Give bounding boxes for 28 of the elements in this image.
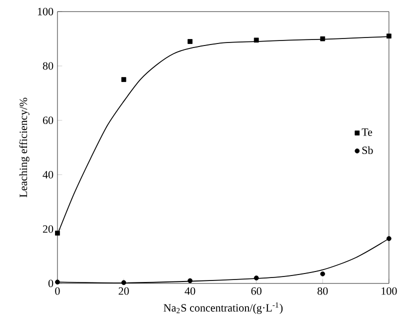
legend-label: Te <box>362 128 372 136</box>
point <box>386 34 392 38</box>
point <box>55 230 60 236</box>
x-tick-label: 0 <box>55 287 60 295</box>
legend-label: Sb <box>362 146 373 154</box>
point <box>254 275 259 280</box>
x-tick-label: 60 <box>251 287 262 295</box>
x-axis-title: Na$_{2}$S concentration/(g·L$^{-1}$) <box>164 302 283 314</box>
y-tick-label: 20 <box>42 225 54 233</box>
x-tick-label: 20 <box>118 287 129 295</box>
y-axis-title: Leaching efficiency/% <box>19 98 30 198</box>
y-tick-label: 100 <box>38 8 54 16</box>
point <box>320 36 326 42</box>
point <box>320 271 326 276</box>
point <box>188 278 192 284</box>
y-tick-label: 40 <box>42 170 54 178</box>
y-tick-label: 80 <box>42 62 54 70</box>
point <box>121 280 126 285</box>
y-tick-label: 0 <box>48 280 54 288</box>
point <box>188 38 192 44</box>
x-tick-label: 100 <box>382 287 397 295</box>
point <box>121 77 126 82</box>
x-tick-label: 80 <box>318 287 328 295</box>
point <box>254 38 259 42</box>
point <box>55 280 60 284</box>
y-tick-label: 60 <box>42 116 54 124</box>
point <box>386 236 392 241</box>
x-tick-label: 40 <box>184 287 196 295</box>
